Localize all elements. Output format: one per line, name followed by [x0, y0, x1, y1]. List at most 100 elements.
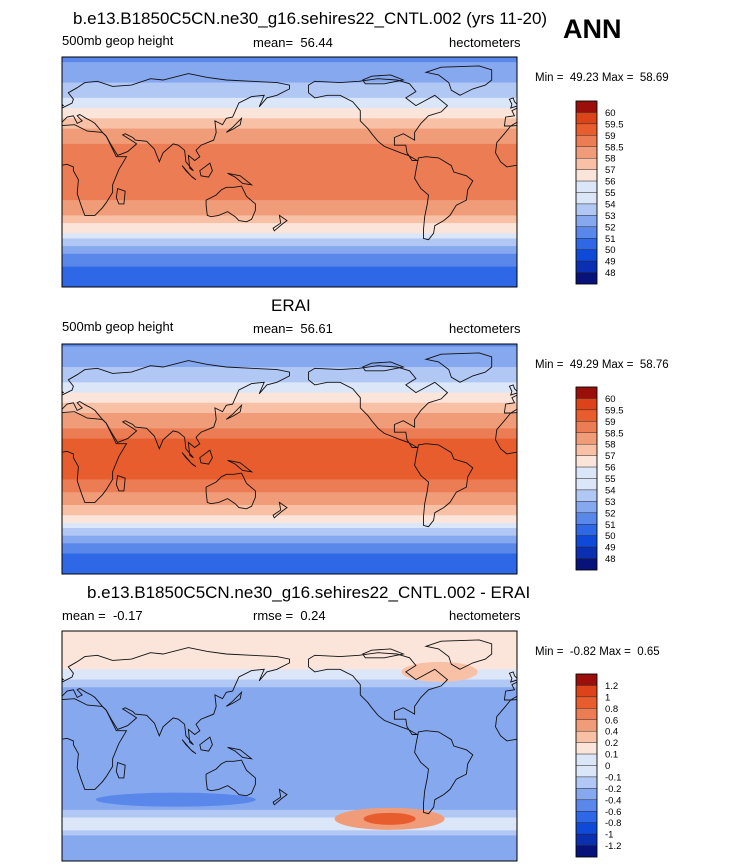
- map-band: [62, 200, 517, 204]
- map-band: [62, 492, 517, 496]
- map-band: [62, 494, 517, 498]
- map-band: [62, 720, 517, 724]
- map-band: [62, 62, 517, 66]
- map-band: [62, 674, 517, 678]
- coastline: [199, 449, 213, 465]
- colorbar-tick-label: 59: [605, 417, 616, 428]
- colorbar-box: [575, 776, 598, 789]
- map-band: [62, 769, 517, 773]
- map-band: [62, 195, 517, 199]
- panel-2-min-label: Min =: [535, 359, 564, 371]
- colorbar-box: [575, 146, 598, 159]
- map-band: [62, 235, 517, 240]
- map-band: [62, 843, 517, 847]
- map-band: [62, 261, 517, 265]
- colorbar-tick-label: -1.2: [605, 841, 621, 852]
- map-band: [62, 210, 517, 214]
- colorbar-box: [575, 272, 598, 285]
- colorbar-tick-label: 51: [605, 234, 616, 245]
- colorbar-box: [575, 100, 598, 113]
- map-band: [62, 641, 517, 645]
- map-band: [62, 654, 517, 658]
- map-band: [62, 159, 517, 163]
- map-band: [62, 840, 517, 844]
- coastline: [308, 652, 449, 735]
- map-band: [62, 428, 517, 432]
- map-band: [62, 395, 517, 399]
- panel-2-max-label: Max =: [601, 359, 634, 371]
- map-band: [62, 143, 517, 148]
- map-band: [62, 377, 517, 381]
- colorbar-tick-label: 54: [605, 199, 616, 210]
- map-band: [62, 751, 517, 755]
- map-frame: [61, 56, 518, 288]
- map-band: [62, 390, 517, 394]
- coastline: [508, 97, 517, 109]
- colorbar-box: [575, 180, 598, 193]
- map-band: [62, 538, 517, 542]
- coastline: [414, 730, 474, 815]
- map-band: [62, 763, 517, 768]
- map-band: [62, 441, 517, 445]
- map-band: [62, 402, 517, 406]
- panel-3-rmse-value: 0.24: [300, 608, 326, 623]
- map-band: [62, 799, 517, 803]
- map-band: [62, 397, 517, 401]
- map-band: [62, 266, 517, 270]
- map-band: [62, 459, 517, 463]
- map-band: [62, 766, 517, 770]
- map-band: [62, 230, 517, 234]
- map-band: [62, 189, 517, 194]
- coastline: [62, 677, 65, 681]
- map-band: [62, 817, 517, 821]
- map-band: [62, 474, 517, 478]
- colorbar-box: [575, 432, 598, 445]
- colorbar-tick-label: 60: [605, 108, 616, 119]
- map-band: [62, 548, 517, 552]
- panel-1-variable: 500mb geop height: [62, 33, 174, 48]
- colorbar-box: [575, 238, 598, 250]
- colorbar-tick-label: 59: [605, 131, 616, 142]
- map-band: [62, 712, 517, 716]
- colorbar-frame: [575, 100, 598, 285]
- season-label: ANN: [563, 14, 622, 44]
- map-band: [62, 413, 517, 417]
- panel-2-variable: 500mb geop height: [62, 319, 174, 334]
- map-band: [62, 638, 517, 642]
- map-band: [62, 723, 517, 727]
- map-band: [62, 779, 517, 783]
- map-band: [62, 512, 517, 516]
- colorbar-box: [575, 696, 598, 709]
- map-band: [62, 205, 517, 209]
- coastline: [62, 647, 290, 746]
- map-band: [62, 802, 517, 806]
- map-band: [62, 146, 517, 150]
- map-band: [62, 735, 517, 739]
- coastline: [424, 639, 493, 670]
- coastline: [181, 739, 197, 755]
- coastline: [424, 65, 493, 96]
- coastline: [62, 73, 290, 172]
- coastline: [199, 162, 213, 178]
- colorbar-tick-label: 0.8: [605, 704, 618, 715]
- map-band: [62, 707, 517, 711]
- map-field-3: [62, 631, 517, 861]
- panel-1-min-value: 49.23: [569, 72, 599, 84]
- colorbar-box: [575, 409, 598, 422]
- coastline: [362, 74, 405, 85]
- panel-2-mean-value: 56.61: [300, 321, 333, 336]
- panel-1-title: b.e13.B1850C5CN.ne30_g16.sehires22_CNTL.…: [73, 9, 548, 28]
- map-band: [62, 82, 517, 86]
- map-frame: [61, 630, 518, 862]
- map-band: [62, 827, 517, 831]
- map-band: [62, 90, 517, 94]
- panel-1-max-value: 58.69: [639, 72, 669, 84]
- anomaly-cool: [95, 792, 256, 807]
- map-band: [62, 666, 517, 670]
- map-band: [62, 192, 517, 196]
- coastline: [115, 761, 126, 779]
- map-band: [62, 484, 517, 488]
- map-band: [62, 776, 517, 780]
- panel-3-units: hectometers: [449, 608, 521, 623]
- colorbar-box: [575, 822, 598, 835]
